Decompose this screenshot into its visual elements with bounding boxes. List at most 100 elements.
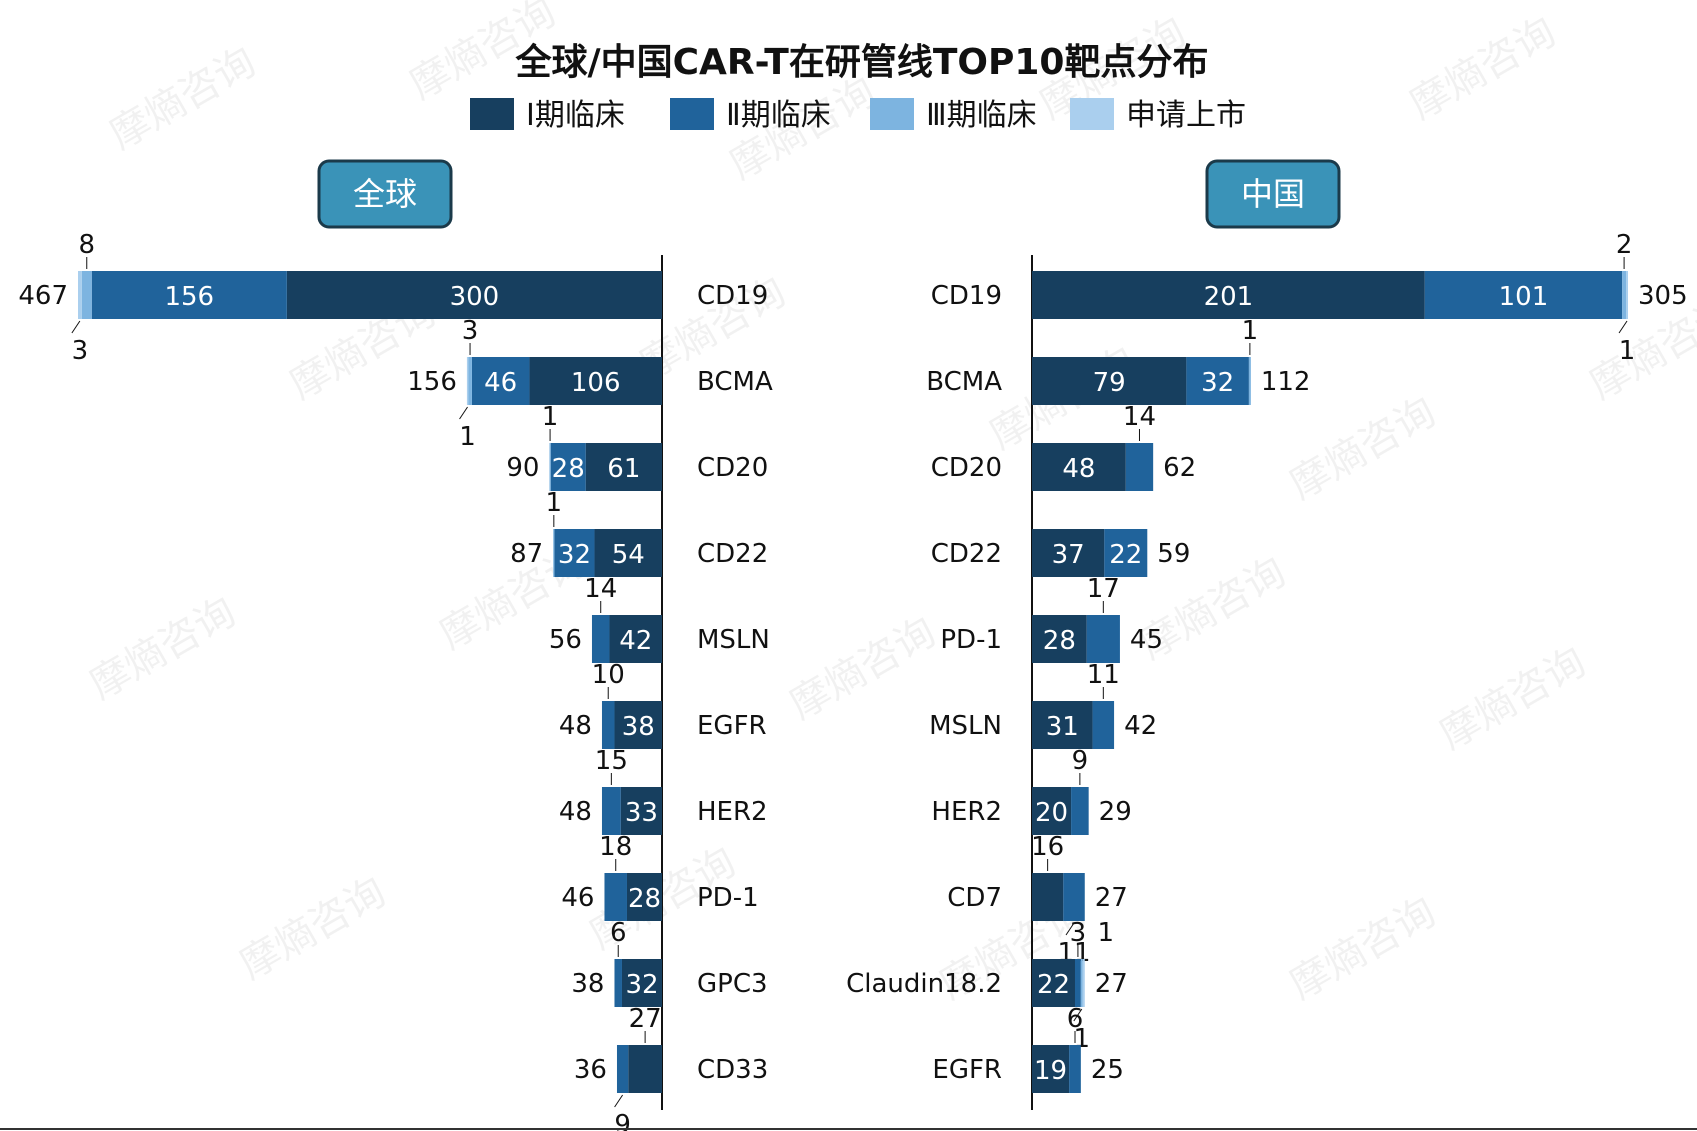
legend-swatch-phase3	[870, 98, 914, 130]
total-label: 27	[1095, 969, 1128, 999]
total-label: 45	[1130, 625, 1163, 655]
data-label-phase1: 28	[1043, 626, 1076, 656]
category-label: MSLN	[929, 711, 1002, 741]
data-label-phase2: 14	[1123, 402, 1156, 432]
data-label-filing: 3	[72, 336, 89, 366]
watermark-text: 摩熵咨询	[82, 589, 244, 709]
bar-segment-filing	[466, 357, 469, 405]
category-label: Claudin18.2	[846, 969, 1002, 999]
data-label-phase3: 2	[1616, 230, 1633, 260]
bar-segment-filing	[1626, 271, 1628, 319]
category-label: HER2	[697, 797, 768, 827]
bar-segment-phase3	[1248, 357, 1251, 405]
bar-segment-phase3	[549, 443, 551, 491]
bar-row-pd-1: PD-1 28 17 45	[940, 574, 1163, 663]
data-label-phase1: 19	[1034, 1056, 1067, 1086]
bar-segment-phase1	[1032, 787, 1072, 835]
bar-segment-phase2	[604, 873, 627, 921]
region-labels: 全球 中国	[317, 159, 1341, 229]
total-label: 305	[1638, 281, 1688, 311]
legend-label-filing: 申请上市	[1126, 98, 1246, 133]
total-label: 36	[574, 1055, 607, 1085]
watermark-text: 摩熵咨询	[1402, 9, 1564, 129]
data-label-phase1: 79	[1093, 368, 1126, 398]
data-label-phase1: 300	[450, 282, 500, 312]
bar-segment-phase1	[1032, 701, 1093, 749]
data-label-phase3: 1	[542, 402, 559, 432]
data-label-phase3: 8	[78, 230, 95, 260]
total-label: 48	[559, 797, 592, 827]
category-label: HER2	[931, 797, 1002, 827]
bar-segment-phase1	[1032, 357, 1187, 405]
bar-segment-phase2	[616, 1045, 629, 1093]
total-label: 42	[1124, 711, 1157, 741]
callout-line	[1618, 320, 1628, 334]
watermark-text: 摩熵咨询	[1282, 389, 1444, 509]
legend-swatch-phase2	[670, 98, 714, 130]
bar-segment-phase2	[1186, 357, 1249, 405]
total-label: 62	[1163, 453, 1196, 483]
bar-segment-phase2	[1086, 615, 1120, 663]
legend-label-phase2: Ⅱ期临床	[726, 98, 831, 133]
bar-segment-phase1	[614, 701, 662, 749]
category-label: MSLN	[697, 625, 770, 655]
category-label: CD22	[697, 539, 768, 569]
total-label: 112	[1261, 367, 1311, 397]
watermark-text: 摩熵咨询	[232, 869, 394, 989]
bar-segment-phase2	[471, 357, 530, 405]
bar-row-gpc3: GPC3 32 638	[571, 918, 768, 1007]
chart-legend: Ⅰ期临床 Ⅱ期临床 Ⅲ期临床 申请上市	[470, 98, 1246, 133]
data-label-phase1: 31	[1046, 712, 1079, 742]
data-label-phase2: 9	[614, 1110, 631, 1131]
data-label-phase2: 32	[1201, 368, 1234, 398]
data-label-phase2: 6	[1067, 1004, 1084, 1034]
total-label: 29	[1099, 797, 1132, 827]
bar-segment-phase2	[1092, 701, 1115, 749]
bar-row-cd22: CD22 54 32 187	[510, 488, 768, 577]
data-label-phase1: 27	[629, 1004, 662, 1034]
bar-row-cd33: CD33 27 9 36	[574, 1004, 768, 1131]
watermark-text: 摩熵咨询	[782, 609, 944, 729]
bar-segment-phase3	[468, 357, 472, 405]
bar-segment-phase2	[1063, 873, 1085, 921]
data-label-phase2: 28	[552, 454, 585, 484]
data-label-phase1: 54	[612, 540, 645, 570]
bar-segment-phase2	[1074, 959, 1081, 1007]
data-label-phase1: 20	[1035, 798, 1068, 828]
total-label: 156	[407, 367, 457, 397]
bar-segment-phase1	[1032, 873, 1064, 921]
data-label-phase2: 22	[1109, 540, 1142, 570]
bar-segment-phase1	[621, 959, 662, 1007]
bar-segment-filing	[1082, 959, 1085, 1007]
bar-segment-phase2	[554, 529, 595, 577]
data-label-phase2: 156	[164, 282, 214, 312]
region-box-china	[1205, 159, 1341, 229]
total-label: 87	[510, 539, 543, 569]
bar-segment-phase2	[1069, 1045, 1081, 1093]
category-label: EGFR	[697, 711, 767, 741]
total-label: 38	[571, 969, 604, 999]
chart-title: 全球/中国CAR-T在研管线TOP10靶点分布	[514, 41, 1208, 83]
bar-segment-phase2	[1424, 271, 1623, 319]
data-label-phase1: 61	[607, 454, 640, 484]
data-label-filing: 1	[1098, 918, 1115, 948]
category-label: CD19	[697, 281, 768, 311]
bar-segment-phase1	[585, 443, 662, 491]
bar-segment-phase1	[1032, 529, 1105, 577]
bar-segment-phase3	[1622, 271, 1627, 319]
bar-row-cd20: CD20 61 28 190	[506, 402, 768, 491]
total-label: 27	[1095, 883, 1128, 913]
bar-segment-phase2	[614, 959, 622, 1007]
legend-label-phase3: Ⅲ期临床	[926, 98, 1037, 133]
callout-line	[71, 320, 81, 334]
category-label: BCMA	[926, 367, 1002, 397]
